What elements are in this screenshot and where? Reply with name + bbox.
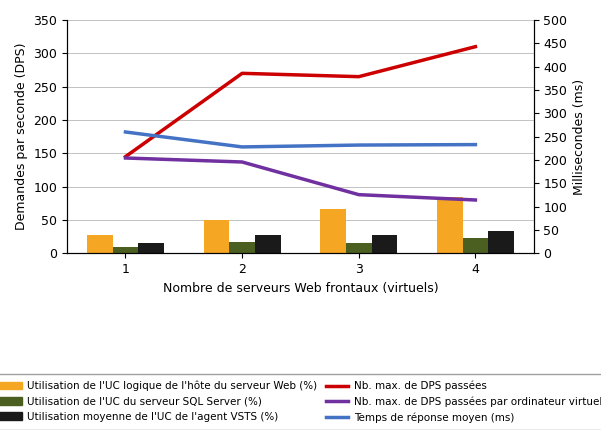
Bar	[437, 197, 463, 253]
Bar	[87, 235, 112, 253]
Y-axis label: Millisecondes (ms): Millisecondes (ms)	[573, 79, 586, 195]
Bar	[255, 235, 281, 253]
Bar	[463, 238, 488, 253]
Bar	[320, 209, 346, 253]
Legend: Utilisation de l'UC logique de l'hôte du serveur Web (%), Utilisation de l'UC du: Utilisation de l'UC logique de l'hôte du…	[0, 374, 601, 430]
Bar	[488, 231, 514, 253]
Bar	[204, 220, 230, 253]
Bar	[346, 243, 371, 253]
Y-axis label: Demandes par seconde (DPS): Demandes par seconde (DPS)	[15, 43, 28, 230]
Bar	[371, 235, 397, 253]
Bar	[138, 243, 164, 253]
Bar	[230, 242, 255, 253]
X-axis label: Nombre de serveurs Web frontaux (virtuels): Nombre de serveurs Web frontaux (virtuel…	[163, 282, 438, 295]
Bar	[112, 247, 138, 253]
